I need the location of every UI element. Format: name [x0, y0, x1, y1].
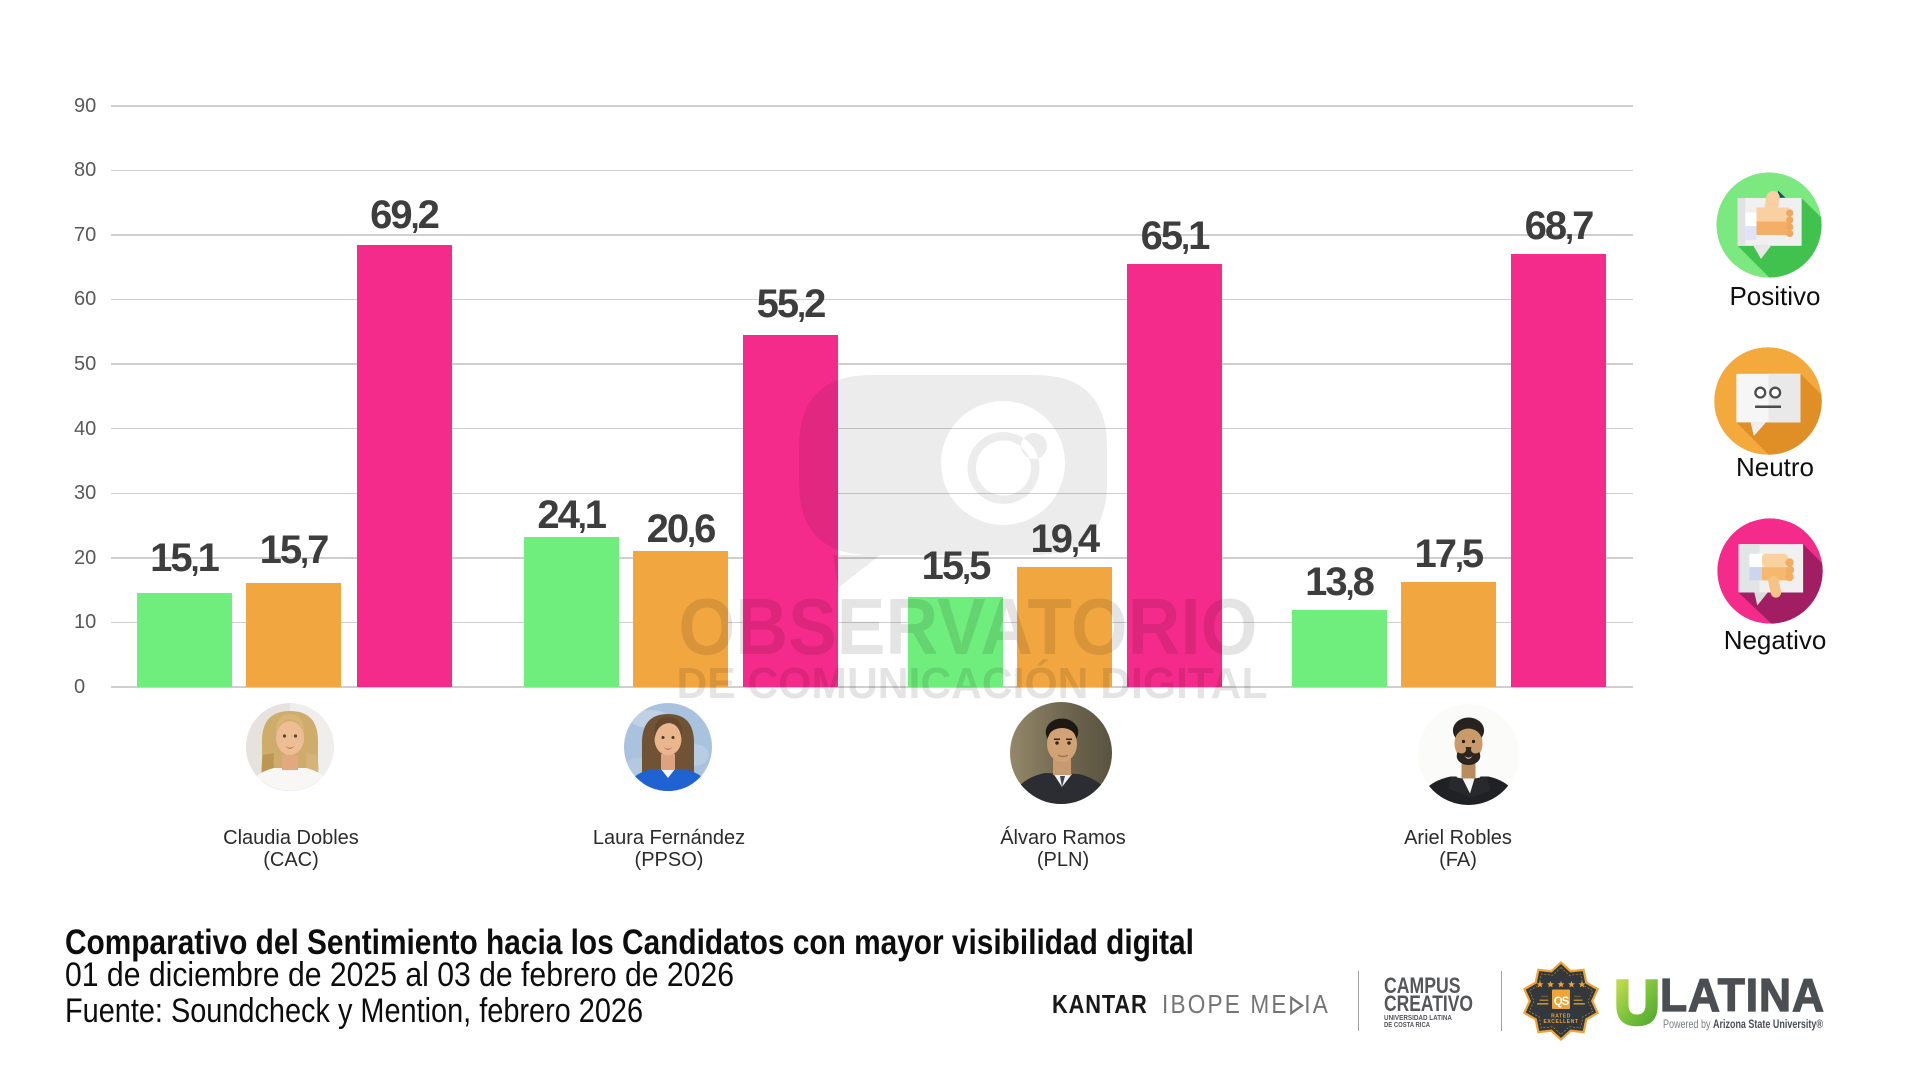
- svg-text:RATED: RATED: [1551, 1013, 1571, 1019]
- svg-text:EXCELLENT: EXCELLENT: [1543, 1019, 1578, 1025]
- svg-text:QS: QS: [1554, 996, 1570, 1008]
